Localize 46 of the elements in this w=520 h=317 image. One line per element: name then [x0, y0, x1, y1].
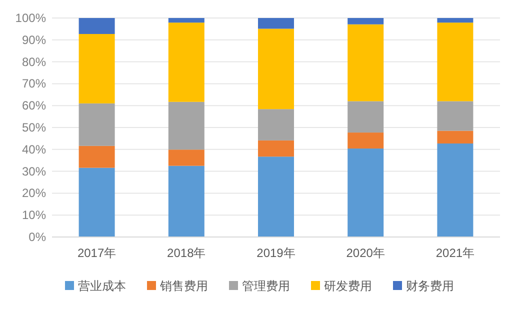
y-tick-label: 100%: [15, 11, 46, 25]
legend-label: 管理费用: [242, 279, 290, 293]
x-tick-label: 2020年: [346, 246, 385, 260]
y-tick-label: 70%: [22, 76, 46, 91]
bar: [78, 103, 115, 146]
y-tick-label: 10%: [22, 208, 46, 222]
bar: [437, 143, 474, 237]
bar: [168, 166, 204, 237]
bar: [258, 109, 294, 140]
legend-label: 财务费用: [406, 279, 454, 293]
bar: [348, 132, 384, 149]
bar: [348, 101, 384, 133]
bar: [437, 101, 474, 131]
y-tick-label: 60%: [22, 98, 46, 113]
bar: [348, 18, 384, 24]
y-tick-label: 0%: [28, 230, 46, 244]
bar: [348, 148, 384, 237]
bar: [258, 28, 294, 110]
x-tick-label: 2019年: [256, 246, 296, 260]
legend-label: 研发费用: [324, 279, 372, 293]
y-tick-label: 30%: [22, 164, 46, 178]
bar: [168, 22, 204, 102]
bar: [78, 34, 115, 104]
y-tick-label: 40%: [22, 142, 46, 156]
bar: [168, 18, 204, 23]
x-tick-label: 2021年: [436, 246, 475, 260]
x-tick-label: 2017年: [77, 246, 116, 260]
bar: [78, 18, 115, 34]
bar: [348, 24, 384, 102]
y-tick-label: 20%: [22, 186, 46, 200]
bar: [258, 18, 294, 29]
bar: [168, 150, 204, 166]
x-tick-label: 2018年: [167, 246, 206, 260]
bar: [78, 146, 115, 168]
y-tick-label: 80%: [22, 54, 46, 69]
bar: [78, 168, 115, 237]
bar: [437, 18, 474, 23]
bar: [437, 22, 474, 102]
bar: [168, 102, 204, 150]
y-tick-label: 50%: [22, 120, 46, 134]
legend-label: 营业成本: [78, 279, 126, 293]
legend-label: 销售费用: [159, 279, 208, 293]
bar: [437, 130, 474, 144]
bar: [258, 156, 294, 237]
bar: [258, 140, 294, 157]
y-tick-label: 90%: [22, 32, 46, 47]
